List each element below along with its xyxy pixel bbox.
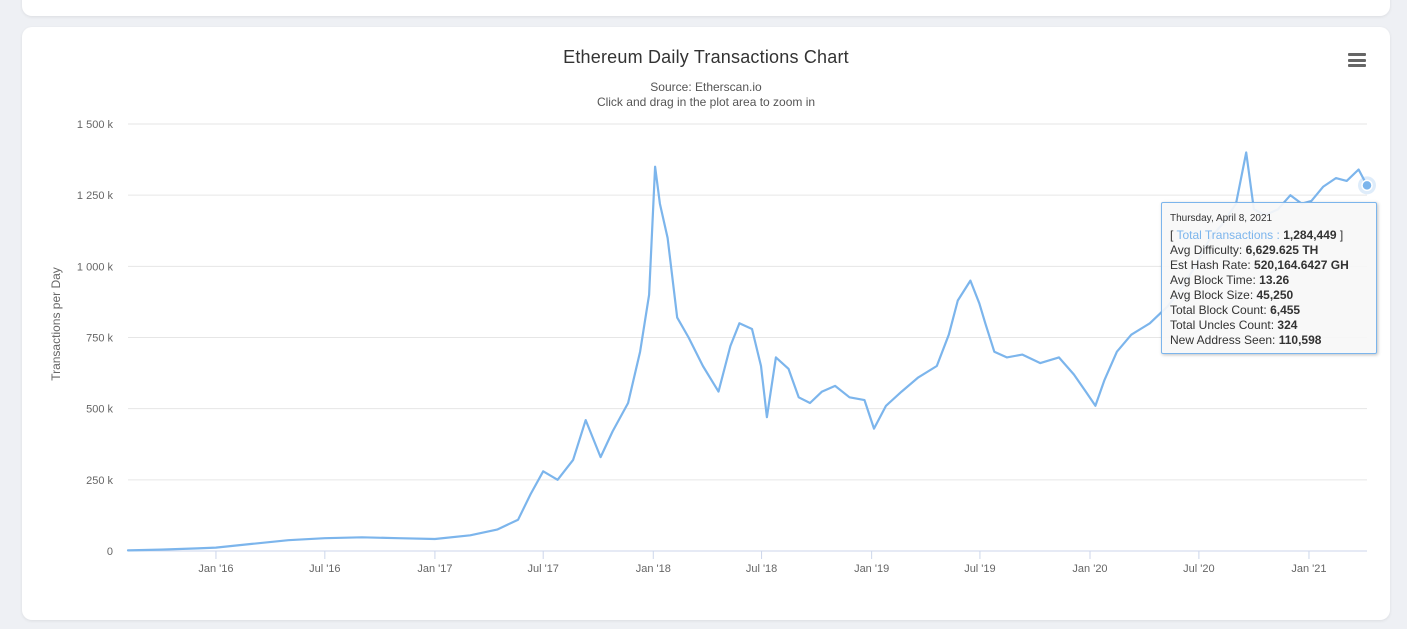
y-tick-label: 1 250 k <box>77 190 114 202</box>
x-axis-ticks: Jan '16 Jul '16 Jan '17 Jul '17 Jan '18 Jul '… <box>198 551 1327 575</box>
y-tick-label: 250 k <box>86 475 113 487</box>
x-tick-label: Jul '20 <box>1183 563 1214 575</box>
tooltip-row-avg-difficulty: Avg Difficulty: 6,629.625 TH <box>1170 243 1319 257</box>
y-axis-label: Transactions per Day <box>49 267 63 381</box>
y-tick-label: 1 000 k <box>77 261 114 273</box>
tooltip-row-block-count: Total Block Count: 6,455 <box>1170 303 1301 317</box>
y-tick-label: 750 k <box>86 333 113 345</box>
tooltip-date: Thursday, April 8, 2021 <box>1170 213 1273 224</box>
x-tick-label: Jan '20 <box>1072 563 1107 575</box>
tooltip: Thursday, April 8, 2021 [ Total Transact… <box>1161 202 1377 354</box>
x-tick-label: Jan '18 <box>636 563 671 575</box>
chart-title: Ethereum Daily Transactions Chart <box>563 47 849 67</box>
chart-zoom-hint: Click and drag in the plot area to zoom … <box>596 95 816 109</box>
x-tick-label: Jul '19 <box>964 563 995 575</box>
x-tick-label: Jul '16 <box>309 563 340 575</box>
y-tick-label: 0 <box>107 546 113 558</box>
tooltip-row-hash-rate: Est Hash Rate: 520,164.6427 GH <box>1170 258 1349 272</box>
grid-lines <box>128 123 1367 481</box>
tooltip-series-value: 1,284,449 <box>1283 228 1337 242</box>
y-tick-label: 1 500 k <box>77 119 114 131</box>
top-card <box>22 0 1390 16</box>
tooltip-series-name: Total Transactions : <box>1176 228 1280 242</box>
x-tick-label: Jan '17 <box>417 563 452 575</box>
tooltip-row-new-addresses: New Address Seen: 110,598 <box>1170 333 1322 347</box>
x-tick-label: Jan '16 <box>198 563 233 575</box>
x-tick-label: Jul '18 <box>746 563 777 575</box>
tooltip-row-uncles-count: Total Uncles Count: 324 <box>1170 318 1298 332</box>
x-tick-label: Jan '19 <box>854 563 889 575</box>
x-tick-label: Jan '21 <box>1291 563 1326 575</box>
y-axis-ticks: 0 250 k 500 k 750 k 1 000 k 1 250 k 1 500 k <box>77 119 114 558</box>
y-tick-label: 500 k <box>86 404 113 416</box>
chart-card: Ethereum Daily Transactions Chart Source… <box>22 27 1390 620</box>
chart-source: Source: Etherscan.io <box>650 80 762 94</box>
tooltip-row-block-time: Avg Block Time: 13.26 <box>1170 273 1290 287</box>
hover-marker[interactable] <box>1361 179 1373 192</box>
x-tick-label: Jul '17 <box>527 563 558 575</box>
chart-plot[interactable]: 0 250 k 500 k 750 k 1 000 k 1 250 k 1 500 k Ja… <box>22 27 1390 620</box>
tooltip-row-block-size: Avg Block Size: 45,250 <box>1170 288 1294 302</box>
hamburger-menu-icon[interactable] <box>1348 53 1366 67</box>
tooltip-series-row: [ Total Transactions : 1,284,449 ] <box>1170 228 1344 242</box>
